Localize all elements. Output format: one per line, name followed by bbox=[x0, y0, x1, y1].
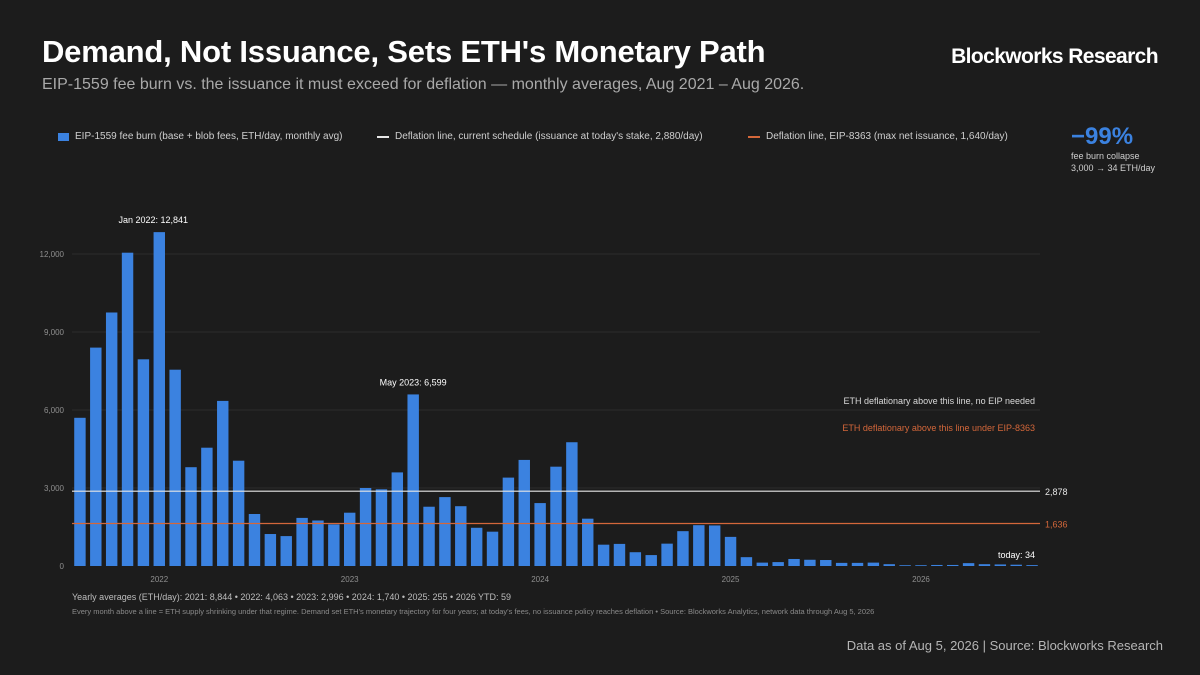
bar bbox=[677, 531, 689, 566]
bar bbox=[724, 536, 737, 566]
bar bbox=[502, 477, 515, 566]
bar bbox=[455, 506, 467, 566]
bar bbox=[486, 531, 499, 566]
bar bbox=[629, 552, 642, 566]
bar bbox=[105, 312, 118, 566]
y-tick-label: 0 bbox=[60, 562, 65, 571]
chart-subtitle: EIP-1559 fee burn vs. the issuance it mu… bbox=[42, 76, 805, 93]
bar bbox=[788, 558, 800, 566]
bar bbox=[137, 359, 150, 566]
bar bbox=[740, 557, 753, 566]
bar bbox=[566, 442, 578, 566]
yearly-averages: Yearly averages (ETH/day): 2021: 8,844 •… bbox=[72, 592, 512, 602]
bar bbox=[962, 563, 975, 566]
bar bbox=[375, 489, 388, 566]
source-credit: Data as of Aug 5, 2026 | Source: Blockwo… bbox=[846, 638, 1163, 653]
kpi-sublabel: 3,000 → 34 ETH/day bbox=[1071, 163, 1156, 173]
bar bbox=[1010, 564, 1022, 566]
legend-item-burn: EIP-1559 fee burn (base + blob fees, ETH… bbox=[58, 131, 342, 142]
bar bbox=[248, 514, 261, 566]
bar bbox=[835, 562, 848, 566]
bar bbox=[264, 534, 277, 566]
bar bbox=[597, 544, 610, 566]
y-tick-label: 9,000 bbox=[44, 328, 65, 337]
x-tick-label: 2022 bbox=[150, 575, 168, 584]
x-tick-label: 2024 bbox=[531, 575, 549, 584]
legend-swatch-current bbox=[377, 135, 389, 138]
bar bbox=[851, 562, 864, 566]
bar bbox=[947, 564, 959, 566]
bar bbox=[613, 543, 626, 566]
x-tick-label: 2026 bbox=[912, 575, 930, 584]
annotation-today: today: 34 bbox=[998, 550, 1035, 560]
y-tick-label: 12,000 bbox=[40, 250, 65, 259]
bar bbox=[994, 564, 1007, 566]
bar bbox=[121, 252, 134, 566]
bar bbox=[915, 565, 927, 566]
bar bbox=[708, 525, 721, 566]
bar bbox=[931, 564, 943, 566]
legend-label-burn: EIP-1559 fee burn (base + blob fees, ETH… bbox=[75, 131, 343, 142]
bar bbox=[867, 562, 880, 566]
legend-label-current: Deflation line, current schedule (issuan… bbox=[395, 131, 703, 142]
annotation-above-eip: ETH deflationary above this line under E… bbox=[842, 423, 1035, 433]
bar bbox=[201, 447, 213, 566]
deflation-line-current-label: 2,878 bbox=[1045, 487, 1068, 497]
annotation-spike: May 2023: 6,599 bbox=[380, 377, 447, 387]
bar bbox=[407, 394, 419, 566]
bar bbox=[153, 232, 165, 566]
legend-item-current: Deflation line, current schedule (issuan… bbox=[377, 131, 703, 142]
bar bbox=[661, 543, 673, 566]
legend-item-eip: Deflation line, EIP-8363 (max net issuan… bbox=[748, 131, 1008, 142]
bar bbox=[820, 560, 832, 566]
bar bbox=[756, 562, 769, 566]
bar bbox=[470, 527, 483, 566]
legend-swatch-eip bbox=[748, 135, 760, 138]
x-tick-label: 2023 bbox=[341, 575, 359, 584]
fee-burn-chart: 0 3,000 6,000 9,000 12,000 2022 2023 2024 2025 20… bbox=[40, 215, 1068, 584]
kpi-value: −99% bbox=[1071, 123, 1134, 150]
bar bbox=[899, 565, 911, 566]
bar bbox=[883, 564, 895, 566]
y-tick-label: 3,000 bbox=[44, 484, 65, 493]
x-tick-label: 2025 bbox=[722, 575, 740, 584]
kpi-callout: −99% fee burn collapse 3,000 → 34 ETH/da… bbox=[1071, 124, 1155, 174]
bar bbox=[772, 562, 784, 566]
kpi-label: fee burn collapse bbox=[1071, 151, 1140, 161]
annotation-peak: Jan 2022: 12,841 bbox=[118, 215, 188, 225]
bar bbox=[582, 518, 594, 566]
bar bbox=[978, 564, 991, 566]
footer-note: Every month above a line = ETH supply sh… bbox=[72, 607, 875, 616]
bar bbox=[518, 459, 530, 566]
bar bbox=[90, 347, 102, 566]
bar bbox=[232, 460, 245, 566]
bar bbox=[423, 506, 435, 566]
y-tick-label: 6,000 bbox=[44, 406, 65, 415]
chart-title: Demand, Not Issuance, Sets ETH's Monetar… bbox=[42, 34, 766, 69]
legend-label-eip: Deflation line, EIP-8363 (max net issuan… bbox=[766, 131, 1008, 142]
bar bbox=[296, 517, 308, 566]
bar bbox=[312, 520, 324, 566]
bar bbox=[693, 525, 705, 566]
bar bbox=[804, 559, 816, 566]
bar bbox=[391, 472, 404, 566]
bar bbox=[343, 512, 356, 566]
deflation-line-eip-label: 1,636 bbox=[1045, 519, 1068, 529]
bar bbox=[328, 524, 340, 566]
brand-logo: Blockworks Research bbox=[951, 45, 1158, 68]
bar bbox=[550, 466, 562, 566]
bar bbox=[280, 536, 292, 566]
bar bbox=[439, 497, 451, 566]
bar bbox=[1026, 565, 1038, 566]
bar bbox=[217, 400, 229, 566]
bar bbox=[534, 503, 546, 566]
bar bbox=[185, 467, 197, 566]
bar bbox=[645, 555, 657, 566]
bar bbox=[169, 369, 181, 566]
bar bbox=[74, 417, 86, 566]
bar bbox=[359, 488, 372, 566]
annotation-above-current: ETH deflationary above this line, no EIP… bbox=[844, 396, 1035, 406]
legend-swatch-burn bbox=[58, 132, 69, 141]
